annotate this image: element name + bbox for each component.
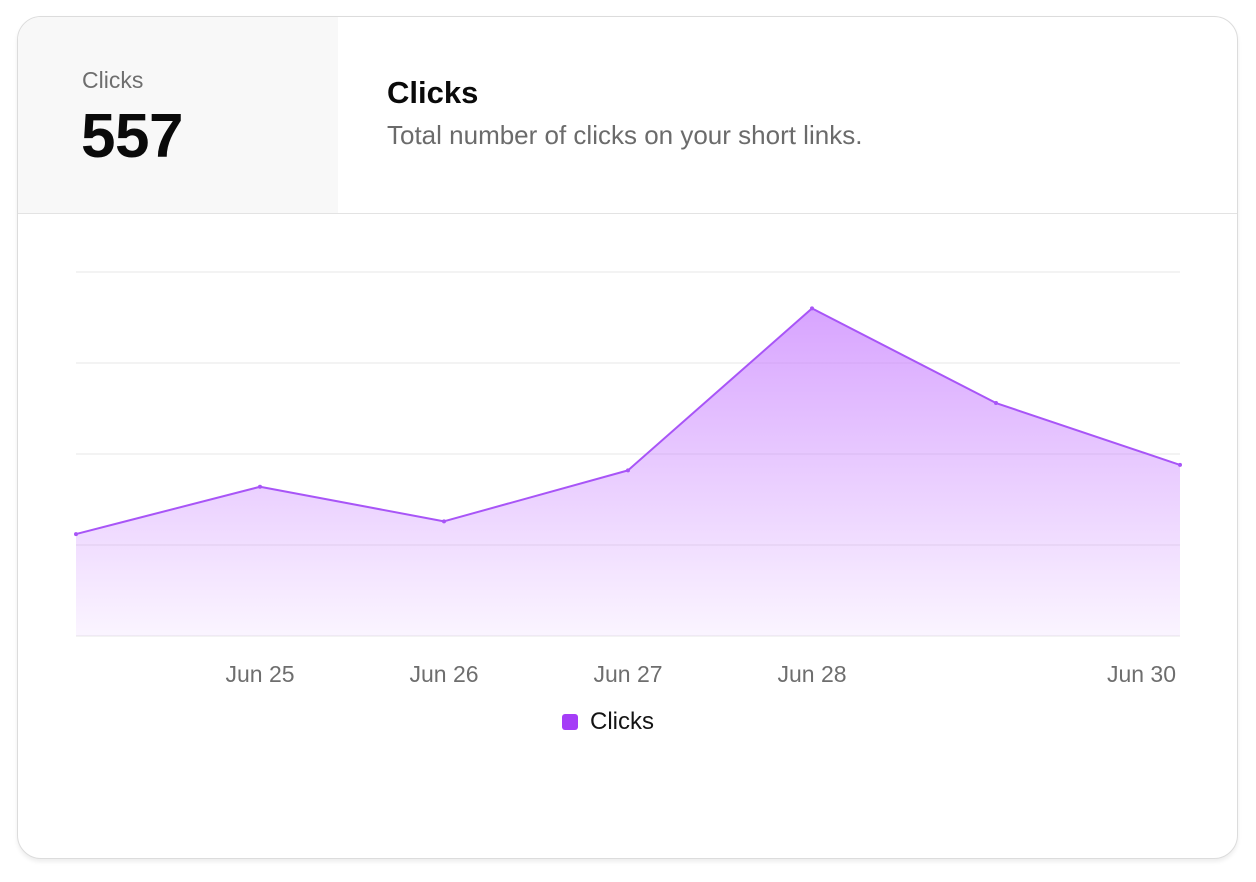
stat-box: Clicks 557 (18, 17, 338, 213)
chart-legend: Clicks (562, 708, 654, 736)
x-tick-label: Jun 27 (593, 661, 662, 687)
data-point (74, 532, 78, 537)
legend-swatch (562, 714, 578, 730)
x-tick-label: Jun 28 (777, 661, 846, 687)
data-point (1178, 462, 1182, 467)
stat-label: Clicks (82, 67, 144, 93)
card-header: Clicks 557 Clicks Total number of clicks… (18, 17, 1237, 214)
stat-value: 557 (81, 102, 183, 171)
data-point (626, 468, 630, 473)
x-axis-ticks: Jun 25 Jun 26 Jun 27 Jun 28 Jun 30 (225, 661, 1176, 687)
chart-title: Clicks (387, 75, 479, 110)
x-tick-label: Jun 25 (225, 661, 294, 687)
x-tick-label: Jun 26 (409, 661, 478, 687)
chart-description: Total number of clicks on your short lin… (387, 120, 863, 150)
series-area (74, 306, 1182, 636)
data-point (258, 484, 262, 489)
data-point (810, 306, 814, 311)
data-point (994, 401, 998, 406)
legend-label: Clicks (590, 708, 654, 735)
x-tick-label: Jun 30 (1107, 661, 1176, 687)
data-point (442, 519, 446, 524)
